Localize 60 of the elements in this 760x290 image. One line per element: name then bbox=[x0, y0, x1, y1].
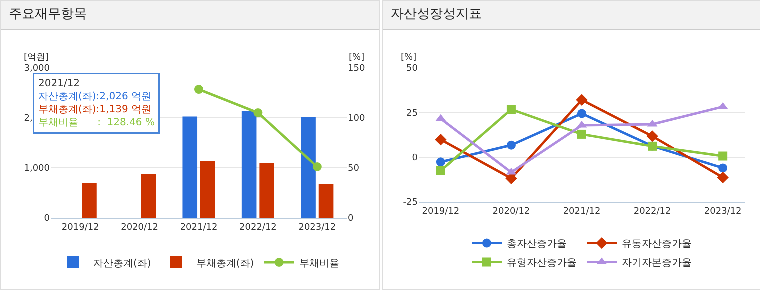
y2-tick-label: 0 bbox=[348, 214, 354, 224]
bar bbox=[318, 184, 334, 218]
point bbox=[506, 140, 516, 150]
bar bbox=[242, 112, 257, 218]
point bbox=[576, 94, 588, 106]
point bbox=[718, 164, 728, 173]
bar bbox=[182, 116, 198, 218]
x-tick-label: 2019/12 bbox=[422, 206, 460, 217]
point bbox=[312, 162, 322, 172]
y-tick-label: -25 bbox=[403, 198, 418, 208]
y-axis-title: [%] bbox=[401, 53, 417, 63]
legend-label: 자산총계(좌) bbox=[94, 258, 152, 270]
point bbox=[646, 130, 658, 142]
legend-label: 유형자산증가율 bbox=[507, 258, 577, 270]
y-axis-title: [억원] bbox=[24, 53, 50, 63]
y-tick-label: 50 bbox=[406, 64, 418, 74]
y2-tick-label: 150 bbox=[348, 64, 366, 74]
bar bbox=[141, 174, 156, 218]
y2-axis-title: [%] bbox=[349, 53, 365, 63]
bar bbox=[200, 161, 216, 218]
legend-label: 부채비율 bbox=[299, 258, 340, 270]
x-tick-label: 2022/12 bbox=[240, 222, 277, 233]
annotation: 2021/12 bbox=[38, 78, 80, 90]
y-tick-label: 1,000 bbox=[24, 164, 50, 174]
legend-label: 총자산증가율 bbox=[507, 239, 567, 250]
x-tick-label: 2023/12 bbox=[704, 206, 742, 217]
bar bbox=[301, 118, 316, 218]
annotation: 자산총계(좌):2,026 억원 bbox=[38, 92, 152, 102]
y2-tick-label: 50 bbox=[348, 164, 360, 174]
point bbox=[435, 134, 447, 146]
point bbox=[254, 108, 263, 118]
chart-title: 자산성장성지표 bbox=[383, 1, 760, 30]
legend-label: 유동자산증가율 bbox=[622, 239, 692, 250]
point bbox=[506, 105, 516, 114]
x-tick-label: 2019/12 bbox=[62, 222, 100, 233]
x-tick-label: 2020/12 bbox=[492, 206, 530, 217]
legend-label: 자기자본증가율 bbox=[622, 258, 692, 270]
x-tick-label: 2021/12 bbox=[563, 206, 601, 217]
point bbox=[718, 152, 728, 161]
point bbox=[436, 158, 446, 167]
y2-tick-label: 100 bbox=[348, 114, 366, 124]
x-tick-label: 2022/12 bbox=[634, 206, 672, 217]
bar bbox=[260, 163, 274, 218]
annotation: 부채총계(좌):1,139 억원 bbox=[38, 104, 152, 116]
point bbox=[717, 172, 729, 184]
x-tick-label: 2023/12 bbox=[298, 222, 336, 233]
annotation: 부채비율 : 128.46 % bbox=[38, 118, 155, 128]
point bbox=[194, 85, 204, 94]
y-tick-label: 0 bbox=[44, 214, 50, 224]
point bbox=[578, 109, 586, 118]
x-tick-label: 2020/12 bbox=[121, 222, 158, 233]
legend-label: 부채총계(좌) bbox=[196, 258, 254, 270]
bar bbox=[82, 184, 97, 218]
x-tick-label: 2021/12 bbox=[180, 222, 218, 233]
point bbox=[578, 130, 586, 139]
point bbox=[436, 166, 446, 176]
y-tick-label: 3,000 bbox=[24, 64, 50, 74]
chart-title: 주요재무항목 bbox=[1, 1, 379, 30]
y-tick-label: 25 bbox=[406, 108, 418, 119]
y-tick-label: 0 bbox=[412, 153, 418, 164]
